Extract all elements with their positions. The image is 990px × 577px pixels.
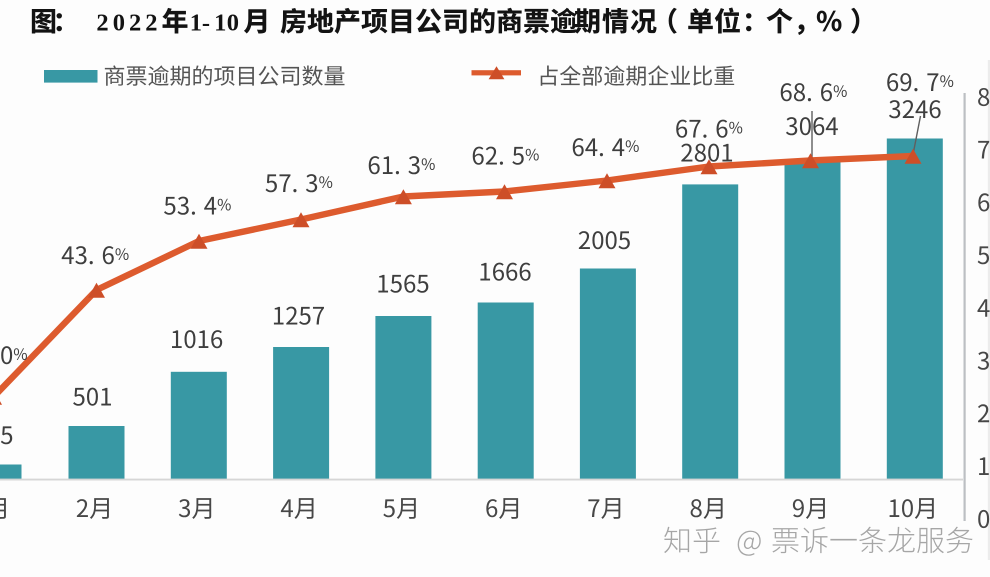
svg-text:0: 0	[227, 10, 239, 37]
svg-text:2: 2	[145, 10, 157, 37]
svg-text:2: 2	[96, 10, 108, 37]
svg-text:1: 1	[190, 10, 202, 37]
svg-text:2: 2	[129, 10, 141, 37]
svg-text:1: 1	[214, 10, 226, 37]
svg-text:-: -	[202, 10, 210, 37]
svg-text:0: 0	[113, 10, 125, 37]
